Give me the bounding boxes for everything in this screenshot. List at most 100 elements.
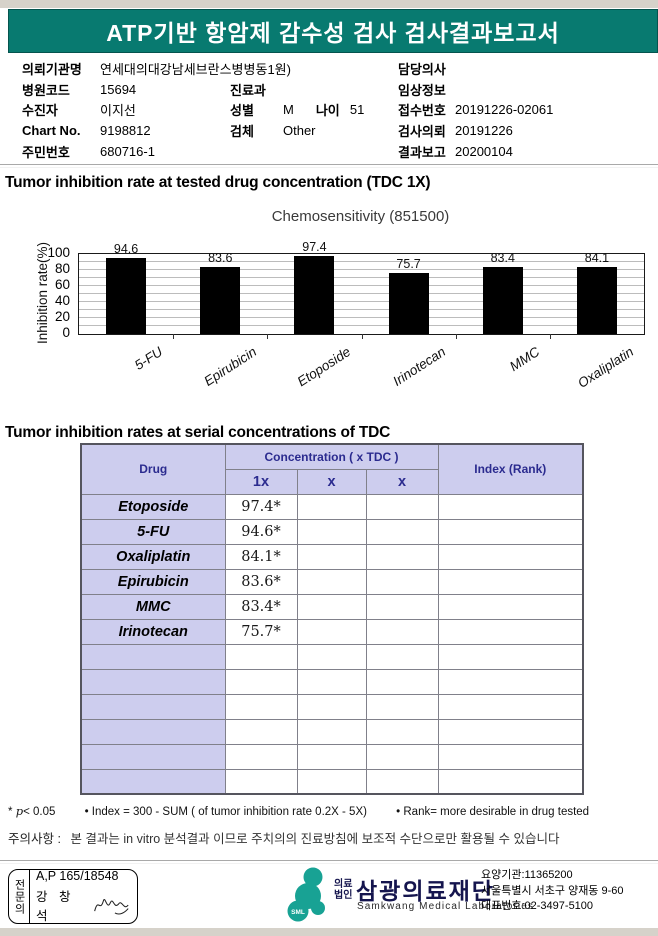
table-row: Irinotecan 75.7* <box>80 618 584 645</box>
report-date-label: 결과보고 <box>398 145 446 161</box>
index-rank-column-header: Index (Rank) <box>437 443 584 495</box>
category-label: MMC <box>506 344 542 375</box>
caution-notice: 주의사항 : 본 결과는 in vitro 분석결과 이므로 주치의의 진료방침… <box>8 828 559 847</box>
bar-value-label: 84.1 <box>584 250 610 265</box>
specialist-stamp-box: 전문의 A,P 165/18548 강 창 석 <box>8 869 138 924</box>
empty-cell <box>296 493 367 520</box>
empty-cell <box>296 543 367 570</box>
org-type-bottom: 법인 <box>334 890 353 901</box>
bar-slot: 83.6 <box>173 251 267 334</box>
index-rank-cell <box>437 493 584 520</box>
org-address: 서울특별시 서초구 양재동 9-60 <box>481 884 624 897</box>
bar <box>294 256 335 334</box>
receipt-no-value: 20191226-02061 <box>455 102 554 118</box>
report-title: ATP기반 항암제 감수성 검사 검사결과보고서 <box>106 20 560 46</box>
caution-label: 주의사항 : <box>8 832 61 846</box>
info-row-sex-age: 성별 M 나이 51 <box>230 100 398 121</box>
empty-cell <box>365 518 439 545</box>
patient-info-left-column: 의뢰기관명 연세대의대강남세브란스병병동1원) 병원코드 15694 수진자 이… <box>22 58 352 162</box>
info-row-patient-name: 수진자 이지선 <box>22 100 352 121</box>
index-rank-cell <box>437 568 584 595</box>
drug-name-cell: 5-FU <box>80 518 226 545</box>
category-label: Etoposide <box>294 344 354 390</box>
category-label: Oxaliplatin <box>574 344 636 391</box>
request-date-value: 20191226 <box>455 123 513 139</box>
info-row-hospital-code: 병원코드 15694 <box>22 79 352 100</box>
window-chrome-strip-bottom <box>0 928 658 936</box>
empty-cell <box>296 568 367 595</box>
specimen-label: 검체 <box>230 124 254 140</box>
care-org-number: 요양기관:11365200 <box>481 869 573 881</box>
bar-value-label: 97.4 <box>302 240 327 255</box>
age-label: 나이 <box>315 103 340 119</box>
info-row-department: 진료과 <box>230 79 398 100</box>
sex-label: 성별 <box>230 103 254 119</box>
chart-section-heading: Tumor inhibition rate at tested drug con… <box>5 174 431 191</box>
info-row-request-date: 검사의뢰 20191226 <box>398 120 653 141</box>
table-section-heading: Tumor inhibition rates at serial concent… <box>5 424 391 441</box>
chart-plot-area: 94.6 83.6 97.4 75.7 83.4 84.1 <box>78 240 645 339</box>
chart-no-label: Chart No. <box>22 123 81 139</box>
inhibition-rate-cell: 84.1* <box>224 543 298 570</box>
bar-slot: 75.7 <box>362 254 456 334</box>
category-label: 5-FU <box>131 344 166 373</box>
org-type-label: 의료 법인 <box>334 879 352 901</box>
drug-name-cell: Epirubicin <box>80 568 226 595</box>
empty-cell <box>365 493 439 520</box>
inhibition-rate-cell: 94.6* <box>224 518 298 545</box>
bar-value-label: 75.7 <box>396 257 421 272</box>
patient-name-label: 수진자 <box>22 103 58 119</box>
specialist-role-label: 전문의 <box>9 870 30 923</box>
org-phone: 대표번호:02-3497-5100 <box>481 900 594 912</box>
footer-divider <box>0 860 658 864</box>
patient-info-right-column: 담당의사 임상정보 접수번호 20191226-02061 검사의뢰 20191… <box>398 58 653 162</box>
table-row: Etoposide 97.4* <box>80 493 584 520</box>
table-row: 5-FU 94.6* <box>80 518 584 545</box>
empty-cell <box>296 593 367 620</box>
signature-scribble <box>94 898 129 915</box>
caution-text: 본 결과는 in vitro 분석결과 이므로 주치의의 진료방침에 보조적 수… <box>70 832 560 846</box>
chart-gridlines <box>79 254 644 339</box>
info-row-resident-no: 주민번호 680716-1 <box>22 141 352 162</box>
inhibition-rate-cell: 83.4* <box>224 593 298 620</box>
doctor-signature-row: 강 창 석 <box>36 886 131 924</box>
samkwang-logo-icon: SML <box>287 867 325 922</box>
concentration-x-header: x <box>296 468 367 495</box>
license-number: A,P 165/18548 <box>36 869 119 883</box>
empty-cell <box>365 593 439 620</box>
inhibition-rate-cell: 83.6* <box>224 568 298 595</box>
rank-footnote: • Rank= more desirable in drug tested <box>396 806 590 818</box>
resident-no-label: 주민번호 <box>22 145 70 161</box>
table-empty-row <box>80 643 584 670</box>
empty-cell <box>296 518 367 545</box>
table-row: Oxaliplatin 84.1* <box>80 543 584 570</box>
index-formula-footnote: • Index = 300 - SUM ( of tumor inhibitio… <box>84 806 367 818</box>
inhibition-rate-cell: 75.7* <box>224 618 298 645</box>
table-empty-row <box>80 693 584 720</box>
department-label: 진료과 <box>230 82 266 98</box>
request-date-label: 검사의뢰 <box>398 124 446 140</box>
significance-footnote: * p< 0.05 <box>8 804 56 818</box>
table-empty-row <box>80 668 584 695</box>
info-row-doctor: 담당의사 <box>398 58 653 79</box>
bar-slot: 94.6 <box>79 242 173 334</box>
table-empty-row <box>80 718 584 745</box>
drug-name-cell: Irinotecan <box>80 618 226 645</box>
drug-name-cell: MMC <box>80 593 226 620</box>
info-row-specimen: 검체 Other <box>230 120 398 141</box>
specimen-value: Other <box>283 123 316 139</box>
category-label: Epirubicin <box>201 344 260 389</box>
empty-cell <box>365 543 439 570</box>
hospital-code-label: 병원코드 <box>22 82 70 98</box>
category-label: Irinotecan <box>389 344 448 389</box>
institution-label: 의뢰기관명 <box>22 61 82 77</box>
info-row-spacer <box>230 58 398 79</box>
bar <box>106 258 147 334</box>
concentration-x-header: x <box>365 468 439 495</box>
index-rank-cell <box>437 518 584 545</box>
chart-no-value: 9198812 <box>100 123 151 139</box>
drug-column-header: Drug <box>80 443 226 495</box>
patient-name-value: 이지선 <box>100 103 136 119</box>
bar-slot: 97.4 <box>267 240 361 334</box>
